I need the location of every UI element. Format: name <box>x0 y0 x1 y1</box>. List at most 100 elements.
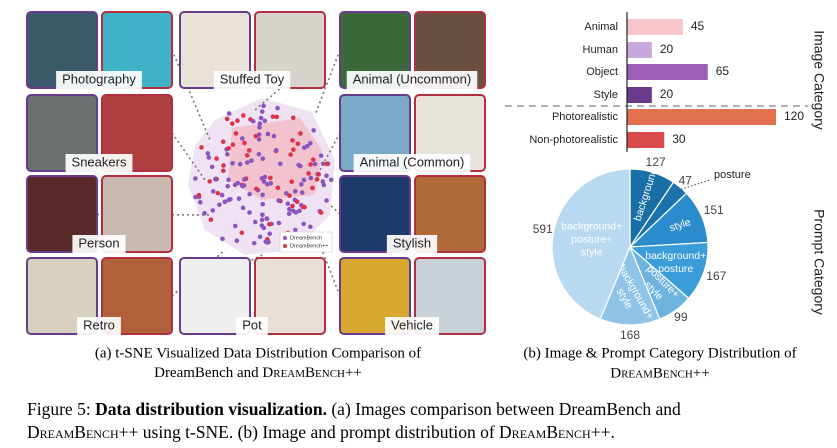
tile-label: Retro <box>83 317 115 332</box>
tsne-dot <box>209 164 215 170</box>
panel-a: Photography Stuffed Toy Animal (Uncommon) S… <box>26 11 486 335</box>
value-label: 20 <box>660 42 674 56</box>
tsne-dot <box>193 176 198 181</box>
tsne-dot <box>232 182 238 188</box>
tsne-dot <box>264 216 270 222</box>
tsne-dot <box>220 236 225 242</box>
connector <box>171 49 211 141</box>
tsne-dot <box>290 203 295 209</box>
tsne-dot <box>254 186 259 192</box>
tsne-dot <box>267 221 272 227</box>
tsne-dot <box>310 185 315 191</box>
caption-b: (b) Image & Prompt Category Distribution… <box>523 345 796 361</box>
tsne-dot <box>290 115 296 121</box>
tsne-dot <box>328 177 334 183</box>
tile-label: Stuffed Toy <box>220 71 285 86</box>
tsne-dot <box>215 190 221 196</box>
tsne-dot <box>324 173 329 179</box>
caption-text: DreamBench and <box>154 365 262 381</box>
tsne-dot <box>226 111 232 116</box>
value-label: 47 <box>679 174 693 188</box>
tsne-dot <box>265 131 271 137</box>
tile-label: Photography <box>62 71 136 86</box>
image <box>26 257 98 335</box>
tile-label: Animal (Uncommon) <box>353 71 471 86</box>
tsne-dot <box>321 182 327 188</box>
tsne-dot <box>297 208 302 214</box>
caption-text: Figure 5: <box>27 399 95 419</box>
value-label: 45 <box>691 19 705 33</box>
tsne-dot <box>290 138 295 143</box>
label-box <box>56 71 142 89</box>
tsne-dot <box>206 155 212 160</box>
tsne-dot <box>308 140 313 146</box>
tsne-dot <box>276 220 282 226</box>
tsne-dot <box>287 206 292 212</box>
tile-label: Person <box>78 235 119 250</box>
tsne-dot <box>246 148 252 153</box>
tsne-dot <box>250 118 256 124</box>
tsne-dot <box>290 208 296 214</box>
tsne-dot <box>314 177 320 182</box>
tsne-dot <box>270 114 276 119</box>
tsne-dot <box>193 194 198 200</box>
tsne-dot <box>226 177 231 183</box>
tsne-dot <box>241 183 247 188</box>
tsne-dot <box>324 198 329 203</box>
tile-label: Sneakers <box>72 154 127 169</box>
bar <box>627 109 776 125</box>
tsne-dot <box>308 175 314 181</box>
tsne-dot <box>296 162 301 168</box>
tsne-dot <box>312 161 318 167</box>
legend-box <box>279 231 333 253</box>
tsne-dot <box>275 105 280 111</box>
tsne-dot <box>247 210 252 215</box>
slice-label-line: background+ <box>561 220 622 232</box>
tsne-dot <box>239 136 245 141</box>
value-label: 99 <box>674 310 688 324</box>
image <box>339 257 411 335</box>
tsne-dot <box>205 151 211 156</box>
tsne-dot <box>320 179 326 184</box>
connector <box>314 49 341 116</box>
y-tick-label: Object <box>586 66 618 78</box>
legend-label: DreamBench <box>290 235 322 241</box>
tsne-dot <box>316 172 322 177</box>
tsne-dot <box>240 205 246 211</box>
tsne-dot <box>301 221 306 227</box>
connector <box>319 244 341 297</box>
tile-label: Stylish <box>393 235 431 250</box>
tsne-dot <box>257 125 262 130</box>
tsne-dot <box>262 174 268 180</box>
tsne-dot <box>268 175 273 181</box>
leader <box>677 179 711 191</box>
image <box>101 94 173 172</box>
tsne-dot <box>224 116 230 122</box>
label-box <box>236 317 268 335</box>
tsne-dot <box>213 176 218 182</box>
tsne-dot <box>261 103 266 109</box>
caption-a: DreamBench and DreamBench++ <box>154 365 362 381</box>
y-tick-label: Animal <box>584 21 618 33</box>
value-label: 30 <box>672 132 686 146</box>
axis-label: Image Category <box>811 30 827 130</box>
y-tick-label: Style <box>594 89 618 101</box>
tsne-dot <box>260 212 265 218</box>
slice-label-line: background+ <box>645 250 706 262</box>
pie-slice <box>628 241 709 300</box>
image <box>26 175 98 253</box>
bar <box>627 42 652 58</box>
tsne-dot <box>287 193 292 199</box>
tsne-dot <box>230 161 235 166</box>
tsne-dot <box>196 192 202 198</box>
image <box>414 257 486 335</box>
tsne-dot <box>308 224 313 230</box>
tsne-dot <box>239 230 245 236</box>
value-label: 151 <box>704 203 724 217</box>
value-label: 591 <box>533 222 553 236</box>
figure-caption: DreamBench++ using t-SNE. (b) Image and … <box>27 422 615 442</box>
slice-label-line: style <box>581 246 603 258</box>
slice-label-line: posture+ <box>571 233 612 245</box>
tsne-dot <box>225 152 230 157</box>
